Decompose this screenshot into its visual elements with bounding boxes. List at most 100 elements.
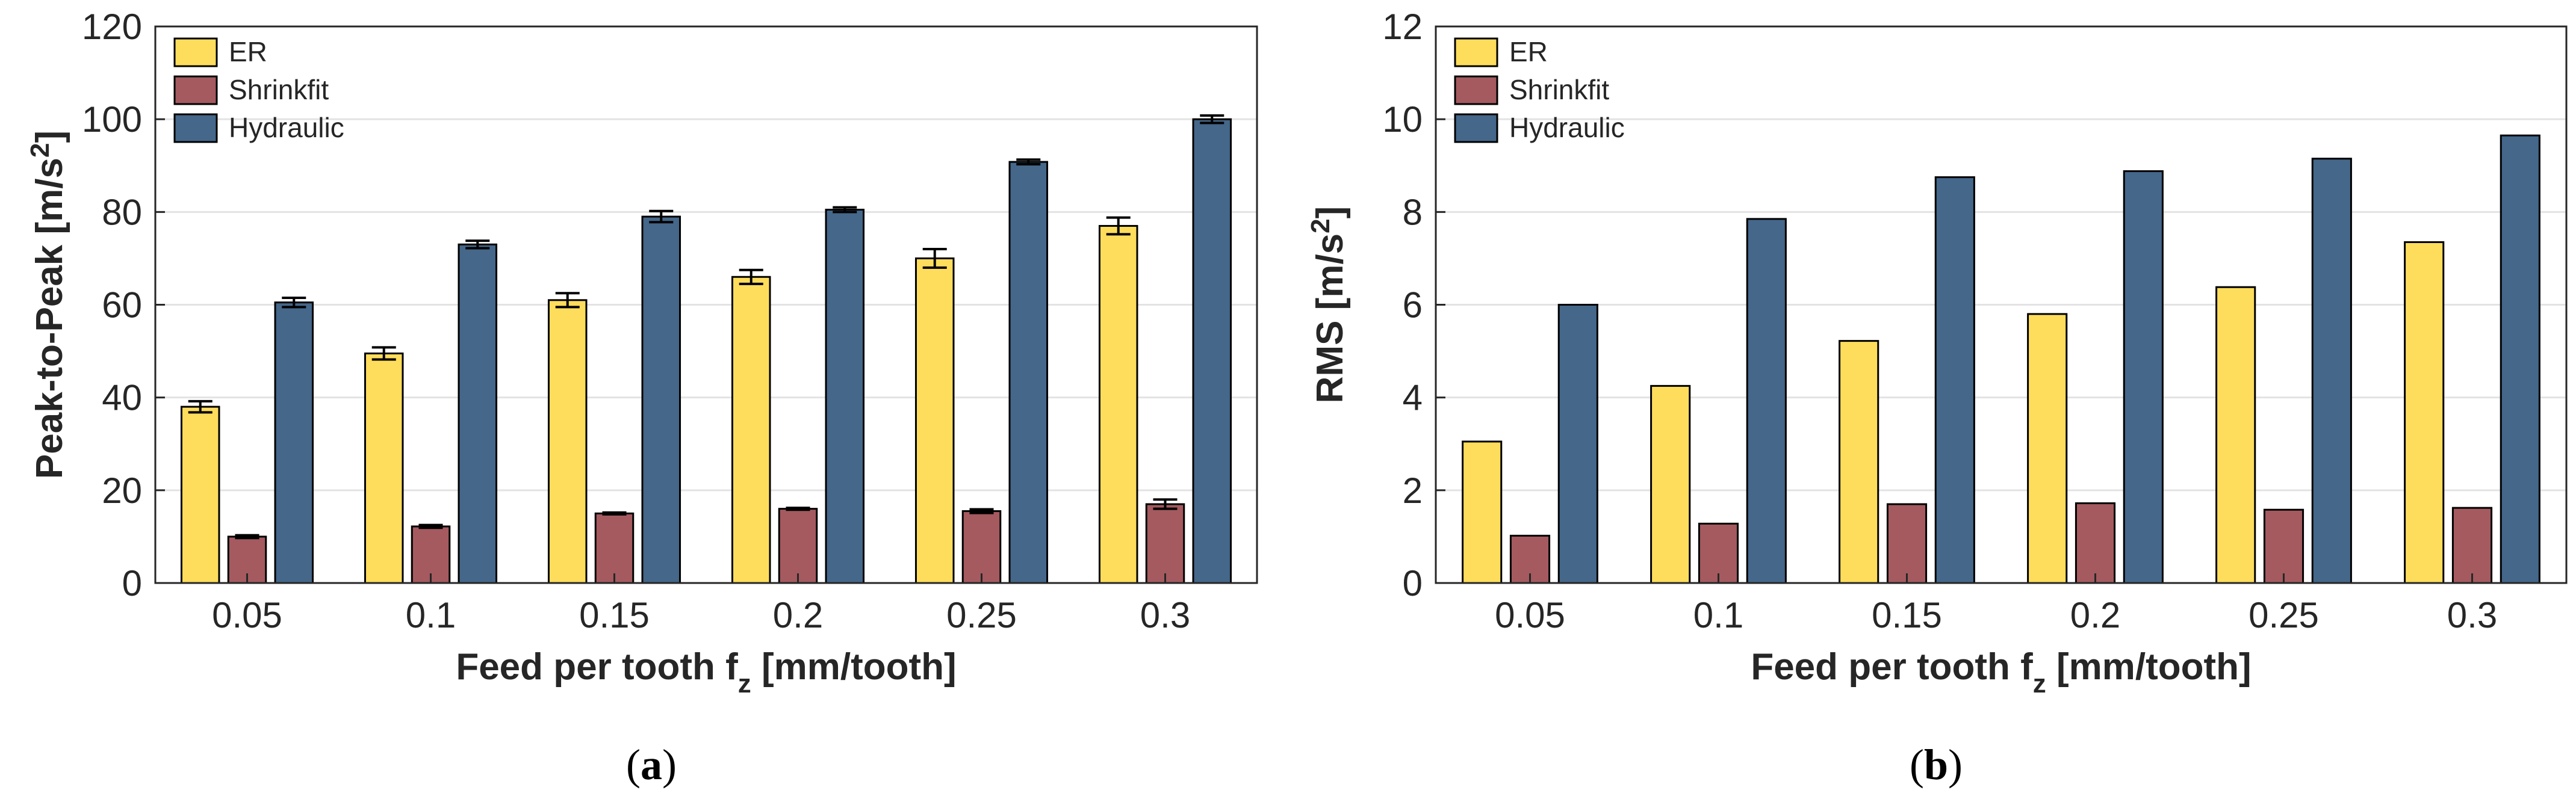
bar-er-0-15	[547, 299, 588, 584]
legend: ER Shrinkfit Hydraulic	[173, 36, 344, 143]
bar-shrinkfit-0-1	[1698, 522, 1739, 584]
panel-label: (a)	[626, 741, 677, 789]
bar-er-0-3	[1098, 224, 1138, 584]
y-tick-label: 8	[1403, 192, 1423, 232]
bar-shrinkfit-0-3	[1145, 503, 1185, 584]
bar-shrinkfit-0-15	[1886, 503, 1928, 584]
error-bar-hydraulic-0-05	[282, 296, 306, 309]
error-bar-hydraulic-0-1	[465, 239, 490, 250]
y-tick-label: 80	[102, 192, 142, 232]
panel-label: (b)	[1910, 741, 1963, 789]
bar-er-0-2	[731, 276, 771, 584]
y-axis-title: Peak-to-Peak [m/s2]	[25, 131, 70, 479]
bar-er-0-3	[2404, 241, 2445, 584]
y-tick-label: 100	[82, 99, 142, 140]
legend-swatch-er	[173, 37, 218, 67]
error-bar-shrinkfit-0-3	[1153, 498, 1178, 510]
x-tick-label: 0.2	[2070, 595, 2120, 635]
bar-hydraulic-0-15	[1934, 176, 1975, 584]
y-tick-label: 60	[102, 285, 142, 325]
legend-swatch-hydraulic	[173, 113, 218, 143]
x-axis-title: Feed per tooth fz [mm/tooth]	[1751, 646, 2251, 699]
legend-label-shrinkfit: Shrinkfit	[229, 74, 329, 105]
error-bar-shrinkfit-0-2	[786, 507, 810, 511]
x-tick-label: 0.15	[1872, 595, 1942, 635]
bar-shrinkfit-0-2	[2075, 502, 2116, 584]
legend-label-er: ER	[229, 36, 267, 67]
bar-er-0-1	[364, 352, 404, 584]
bar-shrinkfit-0-3	[2451, 507, 2493, 584]
error-bar-hydraulic-0-25	[1016, 158, 1041, 165]
legend-label-shrinkfit: Shrinkfit	[1509, 74, 1609, 105]
x-tick-label: 0.3	[1140, 595, 1190, 635]
bar-shrinkfit-0-25	[2263, 508, 2304, 584]
axes-frame	[154, 25, 1258, 584]
bar-hydraulic-0-05	[1557, 304, 1598, 584]
y-tick-label: 40	[102, 378, 142, 418]
error-bar-hydraulic-0-2	[833, 206, 857, 214]
panel-a: 0.05 0.1 0.15 0.2 0.25 0.3 0 20 40 60 80 100 120 Feed…	[25, 7, 1258, 789]
x-tick-label: 0.05	[212, 595, 282, 635]
error-bar-hydraulic-0-15	[649, 209, 674, 224]
y-tick-label: 2	[1403, 470, 1423, 511]
legend-swatch-hydraulic	[1454, 113, 1498, 143]
bar-er-0-25	[2215, 286, 2256, 584]
x-tick-label: 0.05	[1495, 595, 1565, 635]
bar-shrinkfit-0-15	[594, 512, 635, 584]
bar-er-0-1	[1650, 384, 1691, 584]
error-bar-er-0-3	[1106, 216, 1131, 236]
y-tick-label: 0	[1403, 563, 1423, 603]
y-tick-label: 4	[1403, 378, 1423, 418]
bar-hydraulic-0-3	[2500, 134, 2540, 584]
bar-hydraulic-0-2	[825, 208, 865, 584]
x-tick-label: 0.3	[2447, 595, 2497, 635]
legend-label-hydraulic: Hydraulic	[229, 112, 344, 143]
error-bar-shrinkfit-0-15	[602, 511, 627, 516]
y-tick-label: 12	[1382, 7, 1423, 47]
y-tick-label: 6	[1403, 285, 1423, 325]
legend-label-er: ER	[1509, 36, 1548, 67]
legend-label-hydraulic: Hydraulic	[1509, 112, 1625, 143]
error-bar-er-0-25	[922, 248, 947, 269]
error-bar-hydraulic-0-3	[1200, 114, 1224, 125]
bar-er-0-25	[914, 257, 955, 584]
x-tick-label: 0.25	[2249, 595, 2319, 635]
y-tick-label: 120	[82, 7, 142, 47]
x-tick-label: 0.1	[1693, 595, 1743, 635]
y-tick-label: 10	[1382, 99, 1423, 140]
legend-swatch-shrinkfit	[173, 75, 218, 105]
bar-er-0-2	[2027, 313, 2068, 584]
error-bar-shrinkfit-0-25	[969, 508, 994, 514]
error-bar-er-0-15	[555, 292, 580, 309]
bar-hydraulic-0-25	[1008, 161, 1049, 584]
x-tick-label: 0.1	[406, 595, 456, 635]
legend-swatch-shrinkfit	[1454, 75, 1498, 105]
y-tick-label: 20	[102, 470, 142, 511]
x-tick-label: 0.2	[773, 595, 823, 635]
x-tick-label: 0.25	[946, 595, 1017, 635]
y-axis-title: RMS [m/s2]	[1306, 206, 1351, 404]
bar-hydraulic-0-25	[2311, 158, 2352, 584]
error-bar-er-0-05	[188, 399, 213, 414]
panel-b: 0.05 0.1 0.15 0.2 0.25 0.3 0 2 4 6 8 10 12 Feed per t…	[1306, 7, 2568, 789]
legend-swatch-er	[1454, 37, 1498, 67]
y-tick-label: 0	[122, 563, 142, 603]
bar-hydraulic-0-15	[641, 215, 681, 584]
error-bar-er-0-2	[739, 268, 763, 285]
axes-frame	[1435, 25, 2568, 584]
bar-hydraulic-0-1	[1746, 218, 1787, 584]
legend: ER Shrinkfit Hydraulic	[1454, 36, 1625, 143]
bar-er-0-05	[1462, 440, 1503, 584]
bar-er-0-15	[1839, 340, 1879, 584]
bar-hydraulic-0-1	[458, 243, 498, 584]
bar-shrinkfit-0-25	[961, 510, 1002, 584]
bar-hydraulic-0-05	[274, 301, 314, 584]
error-bar-shrinkfit-0-05	[235, 534, 259, 540]
error-bar-shrinkfit-0-1	[418, 523, 443, 529]
x-axis-title: Feed per tooth fz [mm/tooth]	[456, 646, 956, 699]
x-tick-label: 0.15	[579, 595, 650, 635]
bar-er-0-05	[180, 406, 220, 584]
bar-hydraulic-0-2	[2123, 170, 2164, 584]
bar-shrinkfit-0-2	[778, 508, 818, 584]
